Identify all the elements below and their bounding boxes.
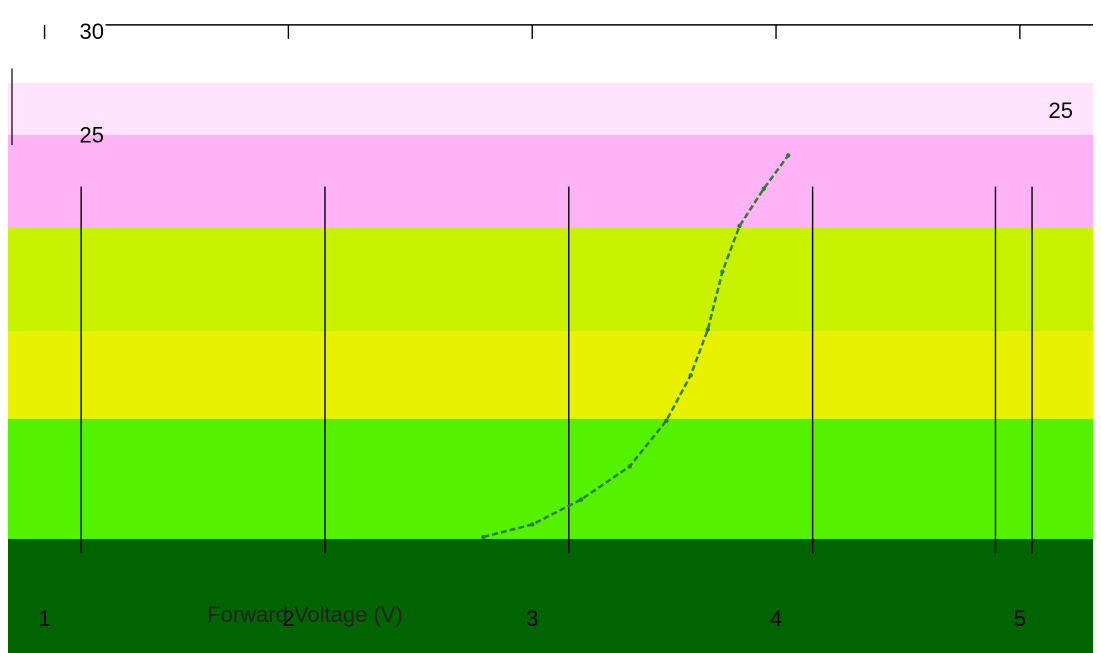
x-tick-label-3: 4	[770, 606, 782, 631]
series-point-0-0	[481, 534, 486, 540]
band-0	[8, 82, 1093, 135]
series-point-0-9	[761, 186, 767, 191]
x-axis-ticks: 1 2 3 4 5	[38, 24, 1026, 631]
band-3	[8, 331, 1093, 419]
x-tick-label-2: 3	[526, 606, 538, 631]
x-tick-label-0: 1	[38, 606, 50, 631]
series-point-0-6	[705, 327, 710, 332]
right-y-tick-label-0: 25	[1049, 98, 1073, 123]
series-point-0-7	[720, 269, 725, 274]
x-tick-label-1: 2	[282, 606, 294, 631]
y-axis-ticks: 25 30 25	[80, 19, 1073, 148]
band-4	[8, 418, 1093, 539]
y-tick-label-0: 25	[80, 123, 104, 148]
series-point-0-4	[664, 418, 669, 424]
x-tick-label-4: 5	[1014, 606, 1026, 631]
series-point-0-8	[737, 223, 742, 229]
band-2	[8, 228, 1093, 332]
series-point-0-3	[627, 464, 632, 469]
series-point-0-1	[530, 522, 535, 527]
x-axis-label: Forward Voltage (V)	[207, 602, 403, 627]
band-5	[8, 538, 1093, 653]
band-1	[8, 134, 1093, 229]
series-point-0-10	[786, 153, 791, 158]
background-bands	[8, 82, 1093, 653]
vertical-markers	[80, 186, 1033, 554]
series-point-0-5	[688, 373, 693, 378]
plot-frame	[11, 24, 1093, 146]
series-point-0-2	[578, 497, 584, 502]
y-tick-label-1: 30	[80, 19, 104, 44]
data-series	[481, 153, 791, 540]
